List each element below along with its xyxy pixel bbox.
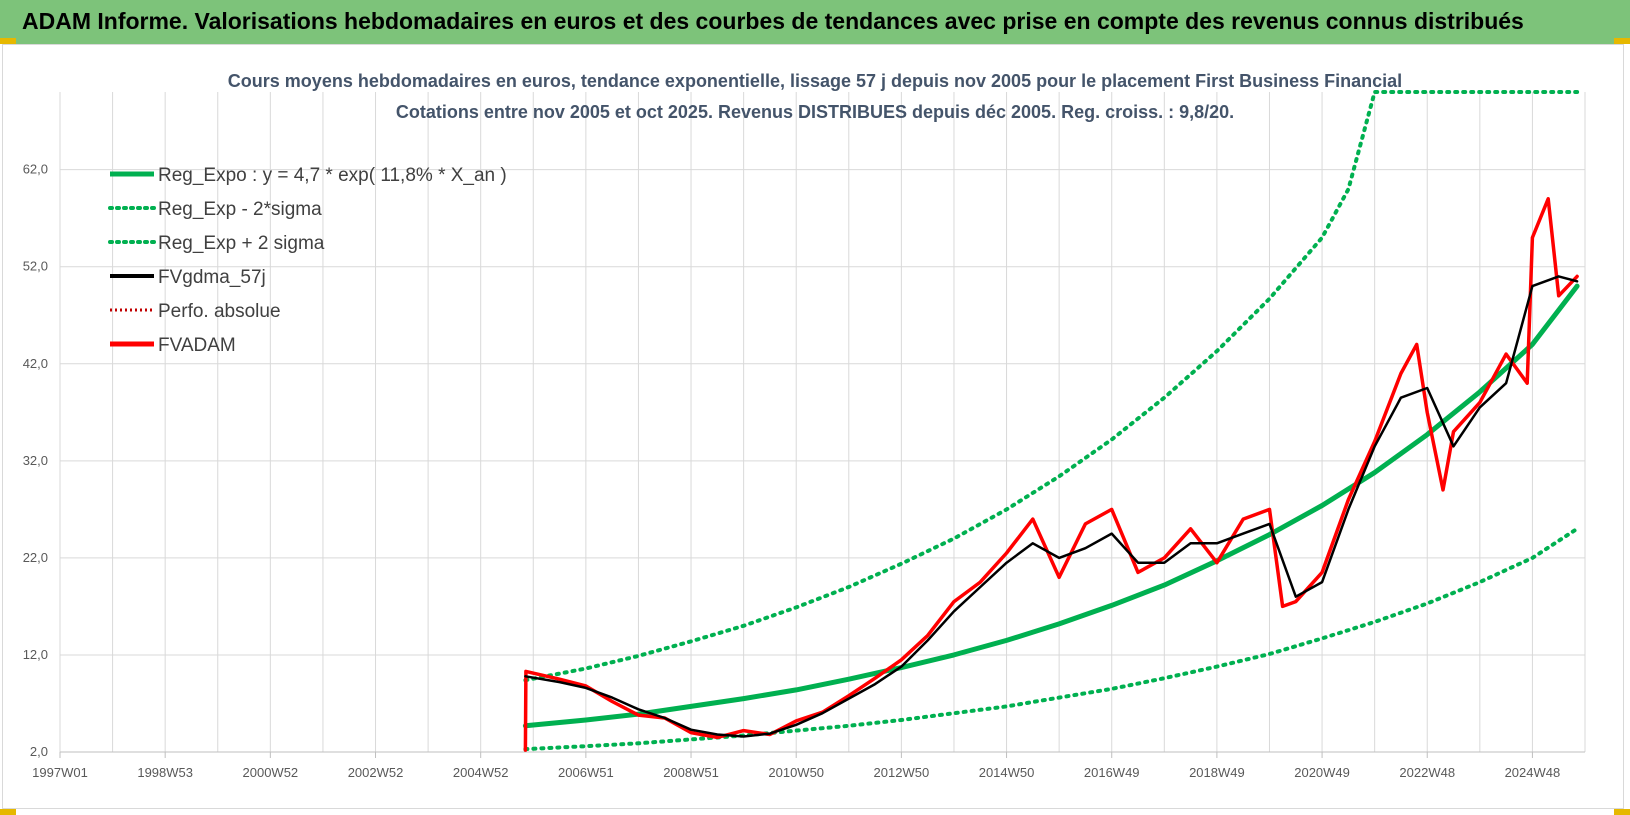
chart-frame — [2, 44, 1624, 809]
series-reg-exp-plus-2sigma — [523, 90, 1580, 683]
x-axis: 1997W01 1998W53 2000W52 2002W52 2004W52 2006W… — [32, 752, 1560, 780]
chart-title-line-1: Cours moyens hebdomadaires en euros, ten… — [228, 71, 1402, 91]
legend-label-reg-exp-plus: Reg_Exp + 2 sigma — [158, 233, 325, 254]
y-axis: 2,0 12,0 22,0 32,0 42,0 52,0 62,0 — [23, 162, 48, 759]
x-tick-label: 2010W50 — [768, 765, 824, 780]
x-tick-label: 2014W50 — [979, 765, 1035, 780]
x-tick-label: 2004W52 — [453, 765, 509, 780]
x-tick-label: 1998W53 — [137, 765, 193, 780]
y-tick-label: 2,0 — [30, 744, 48, 759]
x-tick-label: 1997W01 — [32, 765, 88, 780]
legend-label-reg-expo: Reg_Expo : y = 4,7 * exp( 11,8% * X_an ) — [158, 165, 507, 186]
plot-area — [522, 90, 1580, 752]
x-tick-label: 2000W52 — [243, 765, 299, 780]
legend-label-reg-exp-minus: Reg_Exp - 2*sigma — [158, 199, 322, 220]
corner-marker — [0, 809, 16, 815]
x-tick-label: 2006W51 — [558, 765, 614, 780]
series-reg-exp-minus-2sigma — [523, 526, 1580, 752]
corner-marker — [1614, 38, 1630, 44]
x-tick-label: 2016W49 — [1084, 765, 1140, 780]
x-tick-label: 2008W51 — [663, 765, 719, 780]
x-tick-label: 2002W52 — [348, 765, 404, 780]
corner-marker — [0, 38, 16, 44]
x-tick-label: 2024W48 — [1505, 765, 1561, 780]
x-tick-label: 2022W48 — [1399, 765, 1455, 780]
chart-title-line-2: Cotations entre nov 2005 et oct 2025. Re… — [396, 102, 1234, 122]
y-tick-label: 12,0 — [23, 647, 48, 662]
legend-label-fvadam: FVADAM — [158, 335, 236, 356]
x-tick-label: 2020W49 — [1294, 765, 1350, 780]
y-tick-label: 22,0 — [23, 550, 48, 565]
y-tick-label: 52,0 — [23, 259, 48, 274]
y-tick-label: 62,0 — [23, 162, 48, 177]
page-title: ADAM Informe. Valorisations hebdomadaire… — [22, 8, 1524, 34]
x-tick-label: 2018W49 — [1189, 765, 1245, 780]
legend-label-fvgdma: FVgdma_57j — [158, 267, 266, 288]
series-fvgdma-57j — [524, 275, 1579, 738]
x-tick-label: 2012W50 — [874, 765, 930, 780]
series-fvadam — [523, 197, 1579, 752]
legend-label-perfo: Perfo. absolue — [158, 301, 281, 322]
corner-marker — [1614, 809, 1630, 815]
series-reg-expo — [522, 283, 1580, 729]
legend: Reg_Expo : y = 4,7 * exp( 11,8% * X_an )… — [108, 165, 507, 356]
header-bar: ADAM Informe. Valorisations hebdomadaire… — [0, 0, 1630, 44]
y-tick-label: 32,0 — [23, 453, 48, 468]
y-tick-label: 42,0 — [23, 356, 48, 371]
gridlines — [59, 92, 1586, 753]
